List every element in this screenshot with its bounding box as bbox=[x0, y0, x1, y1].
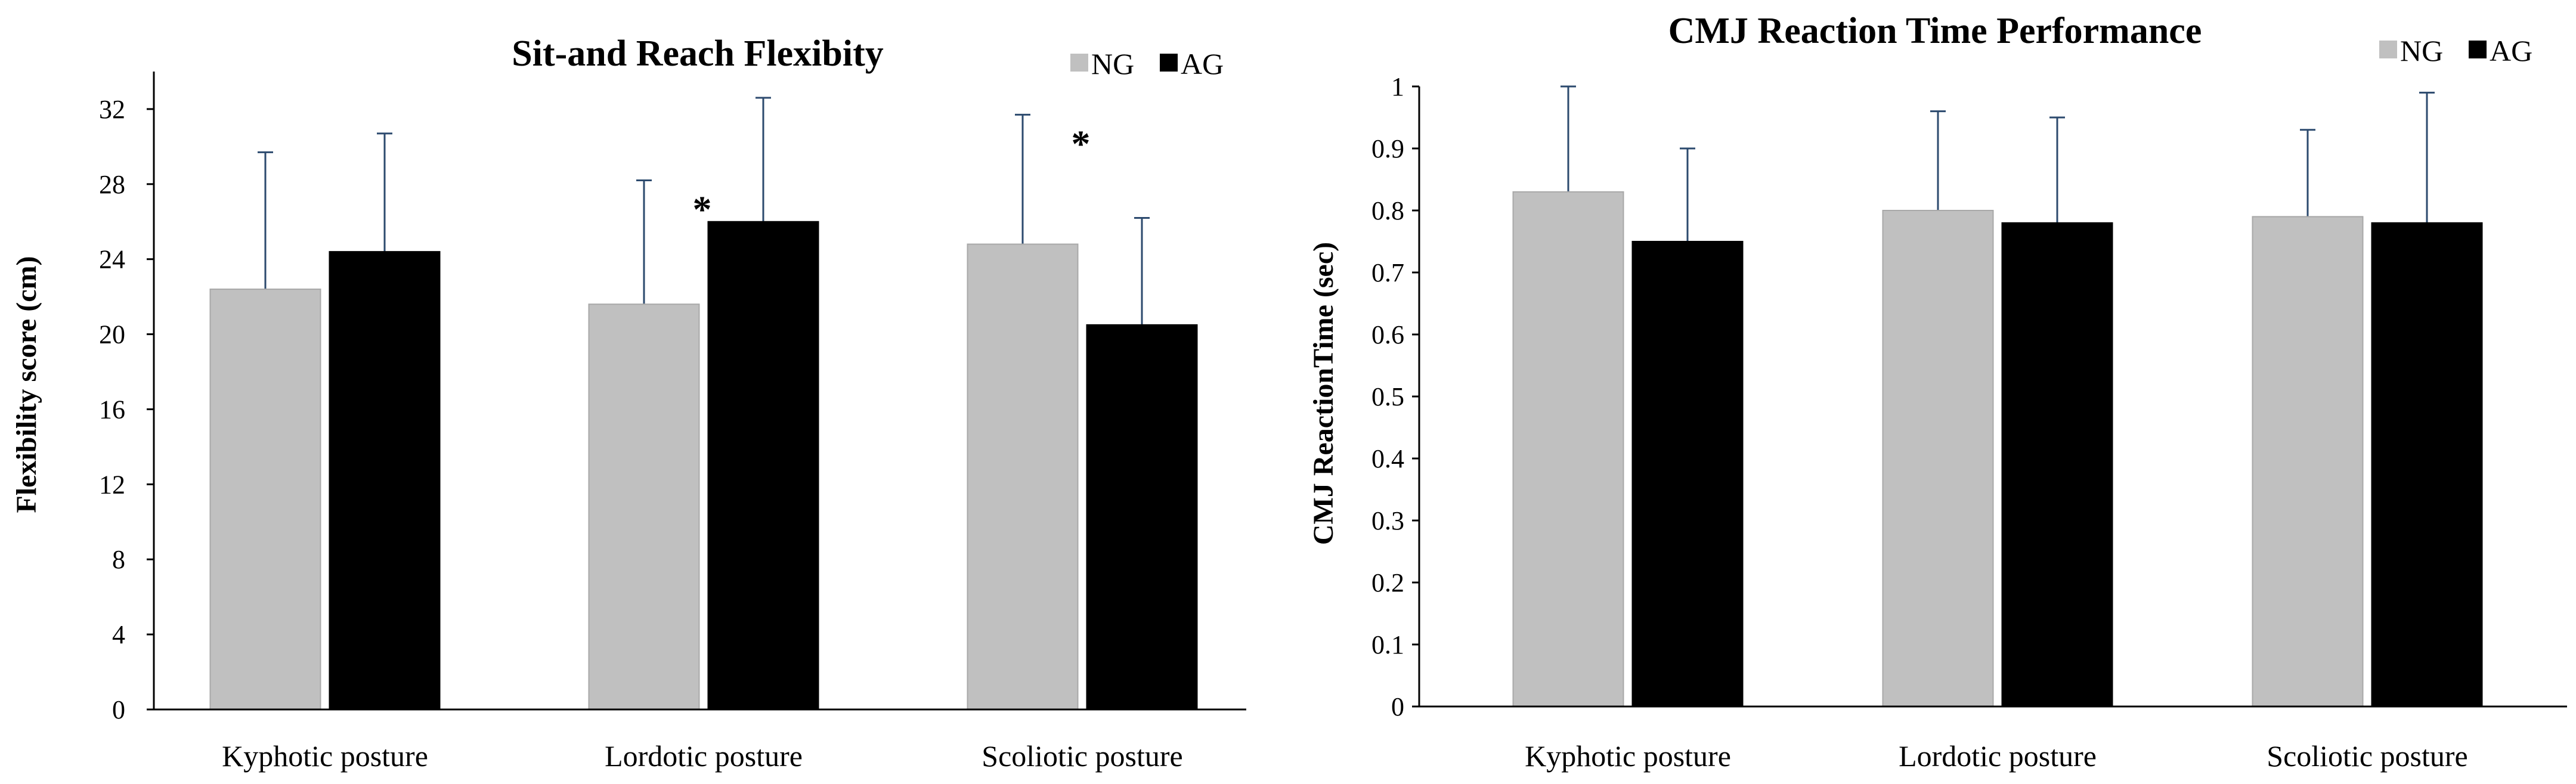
y-tick-label: 0 bbox=[112, 695, 125, 724]
legend-swatch-ng bbox=[1070, 54, 1088, 72]
category-label-kyphotic: Kyphotic posture bbox=[1525, 739, 1731, 773]
legend: NG AG bbox=[2379, 34, 2532, 67]
y-tick-label: 0.6 bbox=[1371, 320, 1404, 349]
y-tick-label: 0.1 bbox=[1371, 630, 1404, 659]
legend-swatch-ng bbox=[2379, 41, 2397, 58]
y-tick-label: 0.2 bbox=[1371, 568, 1404, 597]
category-label-kyphotic: Kyphotic posture bbox=[222, 739, 428, 773]
bar-ng-0 bbox=[209, 289, 321, 710]
y-tick-label: 1 bbox=[1391, 72, 1404, 101]
y-tick-label: 0.8 bbox=[1371, 196, 1404, 225]
legend-label-ng: NG bbox=[1091, 47, 1134, 80]
y-axis-label: CMJ ReactionTime (sec) bbox=[1308, 242, 1339, 545]
category-labels: Kyphotic posture Lordotic posture Scolio… bbox=[1525, 739, 2468, 773]
y-tick-label: 16 bbox=[99, 395, 125, 424]
chart-title: CMJ Reaction Time Performance bbox=[1668, 11, 2202, 51]
y-tick-label: 0.5 bbox=[1371, 382, 1404, 411]
category-label-lordotic: Lordotic posture bbox=[605, 739, 803, 773]
category-label-lordotic: Lordotic posture bbox=[1899, 739, 2097, 773]
y-tick-label: 32 bbox=[99, 95, 125, 124]
y-tick-label: 0.4 bbox=[1371, 444, 1404, 473]
category-label-scoliotic: Scoliotic posture bbox=[982, 739, 1182, 773]
bar-ag-2 bbox=[1086, 324, 1198, 710]
category-labels: Kyphotic posture Lordotic posture Scolio… bbox=[222, 739, 1183, 773]
y-tick-label: 28 bbox=[99, 170, 125, 199]
error-bars bbox=[1561, 85, 2435, 241]
significance-marker-scoliotic: * bbox=[1072, 122, 1091, 165]
bar-ag-0 bbox=[329, 251, 441, 710]
error-bars bbox=[258, 97, 1150, 325]
annotations: * * bbox=[693, 122, 1091, 230]
y-tick-label: 0.7 bbox=[1371, 258, 1404, 287]
bar-ng-2 bbox=[967, 243, 1079, 710]
y-tick-label: 0.9 bbox=[1371, 134, 1404, 163]
legend-swatch-ag bbox=[2469, 41, 2487, 58]
chart-title: Sit-and Reach Flexibity bbox=[512, 33, 883, 74]
bars bbox=[209, 221, 1198, 710]
y-tick-label: 0 bbox=[1391, 692, 1404, 721]
category-label-scoliotic: Scoliotic posture bbox=[2267, 739, 2467, 773]
bar-ng-1 bbox=[1882, 210, 1994, 707]
legend-swatch-ag bbox=[1160, 54, 1178, 72]
legend-label-ag: AG bbox=[1181, 47, 1224, 80]
y-axis-ticks: 0 4 8 12 16 20 24 28 32 bbox=[99, 95, 154, 724]
y-axis-ticks: 0 0.1 0.2 0.3 0.4 0.5 0.6 0.7 0.8 0.9 1 bbox=[1371, 72, 1419, 721]
chart-reaction-time: CMJ Reaction Time Performance CMJ Reacti… bbox=[1308, 11, 2567, 773]
y-tick-label: 12 bbox=[99, 470, 125, 499]
legend-label-ag: AG bbox=[2490, 34, 2532, 67]
y-tick-label: 4 bbox=[112, 620, 125, 649]
chart-flexibility: Sit-and Reach Flexibity Flexibility scor… bbox=[11, 33, 1246, 773]
bar-ag-2 bbox=[2371, 222, 2483, 707]
bars bbox=[1512, 191, 2483, 707]
legend-label-ng: NG bbox=[2400, 34, 2443, 67]
bar-ng-1 bbox=[588, 303, 700, 710]
legend: NG AG bbox=[1070, 47, 1224, 80]
bar-ng-0 bbox=[1512, 191, 1624, 707]
y-axis-label: Flexibility score (cm) bbox=[11, 256, 42, 513]
significance-marker-lordotic: * bbox=[693, 188, 712, 231]
bar-ng-2 bbox=[2252, 216, 2364, 707]
bar-ag-0 bbox=[1631, 241, 1744, 707]
y-tick-label: 0.3 bbox=[1371, 506, 1404, 535]
bar-ag-1 bbox=[707, 221, 819, 710]
y-tick-label: 8 bbox=[112, 545, 125, 574]
y-tick-label: 20 bbox=[99, 320, 125, 349]
bar-ag-1 bbox=[2001, 222, 2113, 707]
y-tick-label: 24 bbox=[99, 245, 125, 274]
